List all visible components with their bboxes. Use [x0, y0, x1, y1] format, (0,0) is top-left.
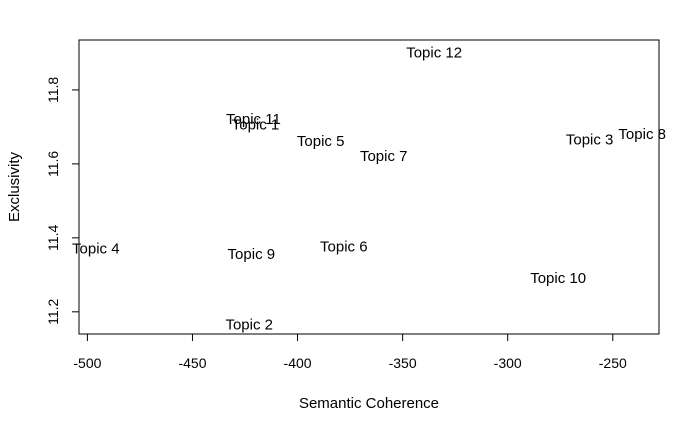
point-label-topic-6: Topic 6 — [320, 239, 368, 256]
data-points: Topic 1 Topic 2 Topic 3 Topic 4 Topic 5 Topic… — [72, 44, 666, 333]
y-tick-label: 11.8 — [45, 77, 61, 103]
y-tick-label: 11.6 — [45, 151, 61, 177]
x-tick-label: -250 — [599, 355, 627, 371]
point-label-topic-8: Topic 8 — [618, 126, 666, 143]
point-label-topic-12: Topic 12 — [406, 44, 462, 61]
x-axis-title: Semantic Coherence — [299, 395, 439, 412]
x-tick-label: -350 — [389, 355, 417, 371]
point-label-topic-7: Topic 7 — [360, 148, 408, 165]
point-label-topic-9: Topic 9 — [228, 246, 276, 263]
point-label-topic-10: Topic 10 — [530, 270, 586, 287]
x-tick-label: -300 — [494, 355, 522, 371]
point-label-topic-3: Topic 3 — [566, 131, 614, 148]
point-label-topic-1: Topic 1 — [232, 117, 280, 134]
plot-area — [78, 39, 660, 335]
point-label-topic-4: Topic 4 — [72, 240, 120, 257]
x-tick-label: -450 — [178, 355, 206, 371]
x-tick-label: -500 — [73, 355, 101, 371]
y-axis: 11.2 11.4 11.6 11.8 — [45, 77, 80, 325]
y-axis-title: Exclusivity — [6, 151, 23, 222]
x-axis: -500 -450 -400 -350 -300 -250 — [73, 333, 627, 371]
point-label-topic-11: Topic 11 — [226, 111, 281, 128]
x-tick-label: -400 — [284, 355, 312, 371]
point-label-topic-5: Topic 5 — [297, 133, 345, 150]
y-tick-label: 11.2 — [45, 298, 61, 324]
point-label-topic-2: Topic 2 — [225, 316, 273, 333]
y-tick-label: 11.4 — [45, 225, 61, 251]
